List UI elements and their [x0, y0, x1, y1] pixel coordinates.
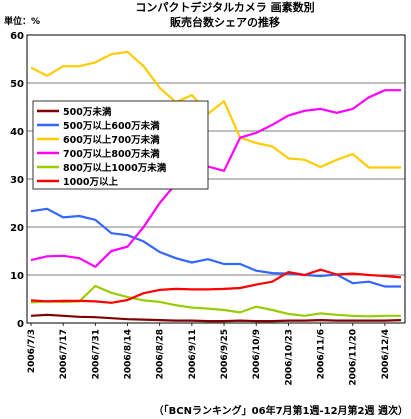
y-tick-label: 50 — [10, 79, 24, 90]
legend-label: 500万以上600万未満 — [63, 120, 160, 132]
unit-label: 単位：% — [4, 15, 40, 27]
legend-label: 1000万以上 — [63, 176, 118, 188]
axes — [26, 34, 406, 324]
legend-label: 500万未満 — [63, 106, 112, 118]
plot-frame — [26, 34, 406, 324]
series-line-2 — [30, 50, 401, 169]
x-tick-label: 2006/11/6 — [317, 329, 327, 379]
legend-label: 700万以上800万未満 — [63, 148, 160, 160]
x-tick-label: 2006/7/3 — [27, 329, 37, 373]
source-note: （「BCNランキング」06年7月第1週-12月第2週 週次） — [154, 404, 408, 417]
y-tick-label: 20 — [10, 223, 24, 234]
chart-title-line1: コンパクトデジタルカメラ 画素数別 — [135, 0, 314, 14]
x-tick-label: 2006/8/14 — [124, 329, 134, 379]
x-tick-label: 2006/10/23 — [284, 329, 294, 386]
series-lines — [30, 50, 402, 323]
x-tick-label: 2006/9/25 — [220, 329, 230, 379]
series-line-0 — [30, 313, 402, 323]
x-tick-label: 2006/8/28 — [156, 329, 166, 379]
legend: 500万未満 500万以上600万未満 600万以上700万未満 700万以上800万… — [32, 100, 209, 190]
x-tick-label: 2006/11/20 — [349, 329, 359, 386]
x-tick-label: 2006/10/9 — [252, 329, 262, 379]
series-line-4 — [30, 284, 401, 318]
x-tick-label: 2006/9/11 — [188, 329, 198, 379]
series-line-1 — [30, 207, 401, 288]
series-line-3 — [30, 89, 401, 268]
x-tick-label: 2006/7/17 — [59, 329, 69, 379]
legend-label: 600万以上700万未満 — [63, 134, 160, 146]
y-tick-label: 0 — [17, 319, 24, 330]
y-tick-label: 60 — [10, 31, 24, 42]
y-axis-ticks: 0 10 20 30 40 50 60 — [10, 31, 24, 330]
chart-title-line2: 販売台数シェアの推移 — [170, 15, 280, 29]
x-tick-label: 2006/12/4 — [381, 329, 391, 379]
x-tick-label: 2006/7/31 — [91, 329, 101, 379]
y-tick-label: 30 — [10, 175, 24, 186]
legend-label: 800万以上1000万未満 — [63, 162, 167, 174]
legend-items: 500万未満 500万以上600万未満 600万以上700万未満 700万以上800万… — [37, 106, 167, 188]
y-tick-label: 40 — [10, 127, 24, 138]
series-line-5 — [30, 268, 402, 304]
y-tick-label: 10 — [10, 271, 24, 282]
x-axis-ticks: 2006/7/3 2006/7/17 2006/7/31 2006/8/14 2006/… — [27, 323, 391, 386]
legend-box — [32, 100, 209, 190]
